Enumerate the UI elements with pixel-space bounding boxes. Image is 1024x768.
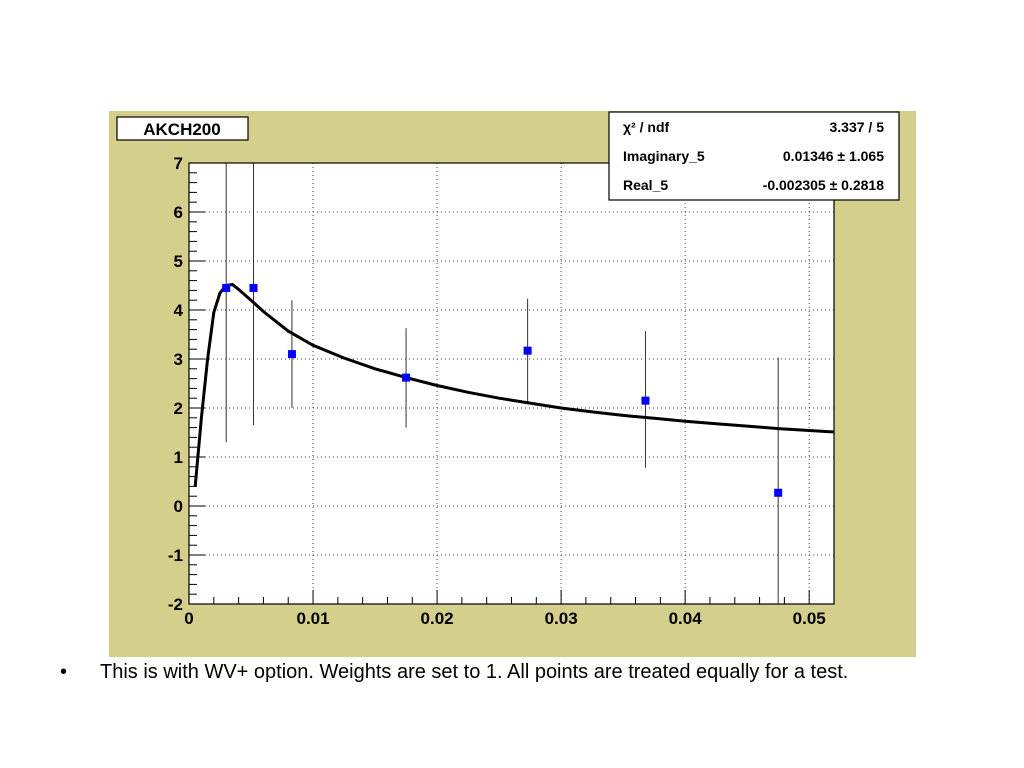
data-point bbox=[222, 283, 231, 292]
plot-frame-background bbox=[189, 163, 834, 604]
x-tick-label: 0 bbox=[184, 609, 193, 628]
x-tick-label: 0.01 bbox=[296, 609, 329, 628]
stats-label-real: Real_5 bbox=[623, 177, 668, 193]
grid-layer bbox=[189, 163, 834, 604]
data-point bbox=[641, 396, 650, 405]
bullet-text: This is with WV+ option. Weights are set… bbox=[100, 661, 849, 683]
title-box: AKCH200 bbox=[116, 116, 249, 141]
data-point bbox=[523, 346, 532, 355]
y-tick-label: -1 bbox=[168, 546, 183, 565]
data-point bbox=[774, 488, 783, 497]
y-tick-label: 0 bbox=[174, 497, 183, 516]
y-tick-label: -2 bbox=[168, 595, 183, 614]
plot-frame bbox=[188, 162, 835, 605]
y-tick-label: 2 bbox=[174, 399, 183, 418]
y-tick-label: 5 bbox=[174, 252, 183, 271]
title-box-frame bbox=[116, 116, 249, 141]
stats-value-imaginary: 0.01346 ± 1.065 bbox=[783, 148, 884, 164]
y-tick-label: 1 bbox=[174, 448, 183, 467]
y-tick-label: 6 bbox=[174, 203, 183, 222]
stats-value-chi2: 3.337 / 5 bbox=[830, 119, 885, 135]
chart-svg: 0 0.01 0.02 0.03 0.04 0.05 -2 -1 0 1 2 3 4 5 6 7 AKCH2… bbox=[109, 111, 916, 657]
y-tick-labels: -2 -1 0 1 2 3 4 5 6 7 bbox=[168, 154, 184, 614]
stats-label-chi2: χ² / ndf bbox=[623, 119, 669, 135]
y-tick-label: 4 bbox=[174, 301, 184, 320]
x-tick-label: 0.02 bbox=[421, 609, 454, 628]
y-tick-label: 3 bbox=[174, 350, 183, 369]
y-tick-label: 7 bbox=[174, 154, 183, 173]
x-tick-label: 0.04 bbox=[669, 609, 703, 628]
x-tick-label: 0.03 bbox=[545, 609, 578, 628]
plot-panel: 0 0.01 0.02 0.03 0.04 0.05 -2 -1 0 1 2 3 4 5 6 7 AKCH2… bbox=[109, 111, 916, 657]
x-tick-label: 0.05 bbox=[793, 609, 826, 628]
chart-title: AKCH200 bbox=[143, 120, 220, 139]
stats-box: χ² / ndf 3.337 / 5 Imaginary_5 0.01346 ±… bbox=[608, 111, 900, 201]
data-markers bbox=[222, 283, 783, 497]
bullet-symbol: • bbox=[60, 661, 68, 683]
x-tick-labels: 0 0.01 0.02 0.03 0.04 0.05 bbox=[184, 609, 825, 628]
data-point bbox=[402, 373, 411, 382]
stats-label-imaginary: Imaginary_5 bbox=[623, 148, 705, 164]
data-point bbox=[287, 350, 296, 359]
data-point bbox=[249, 283, 258, 292]
stats-box-frame bbox=[608, 111, 900, 201]
stats-value-real: -0.002305 ± 0.2818 bbox=[763, 177, 885, 193]
